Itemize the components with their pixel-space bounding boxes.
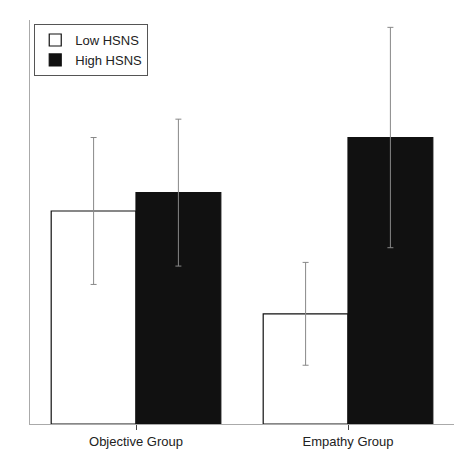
svg-text:Empathy Group: Empathy Group bbox=[302, 434, 393, 449]
svg-text:Objective Group: Objective Group bbox=[89, 434, 183, 449]
svg-text:High HSNS: High HSNS bbox=[75, 53, 142, 68]
svg-text:Low HSNS: Low HSNS bbox=[75, 33, 139, 48]
